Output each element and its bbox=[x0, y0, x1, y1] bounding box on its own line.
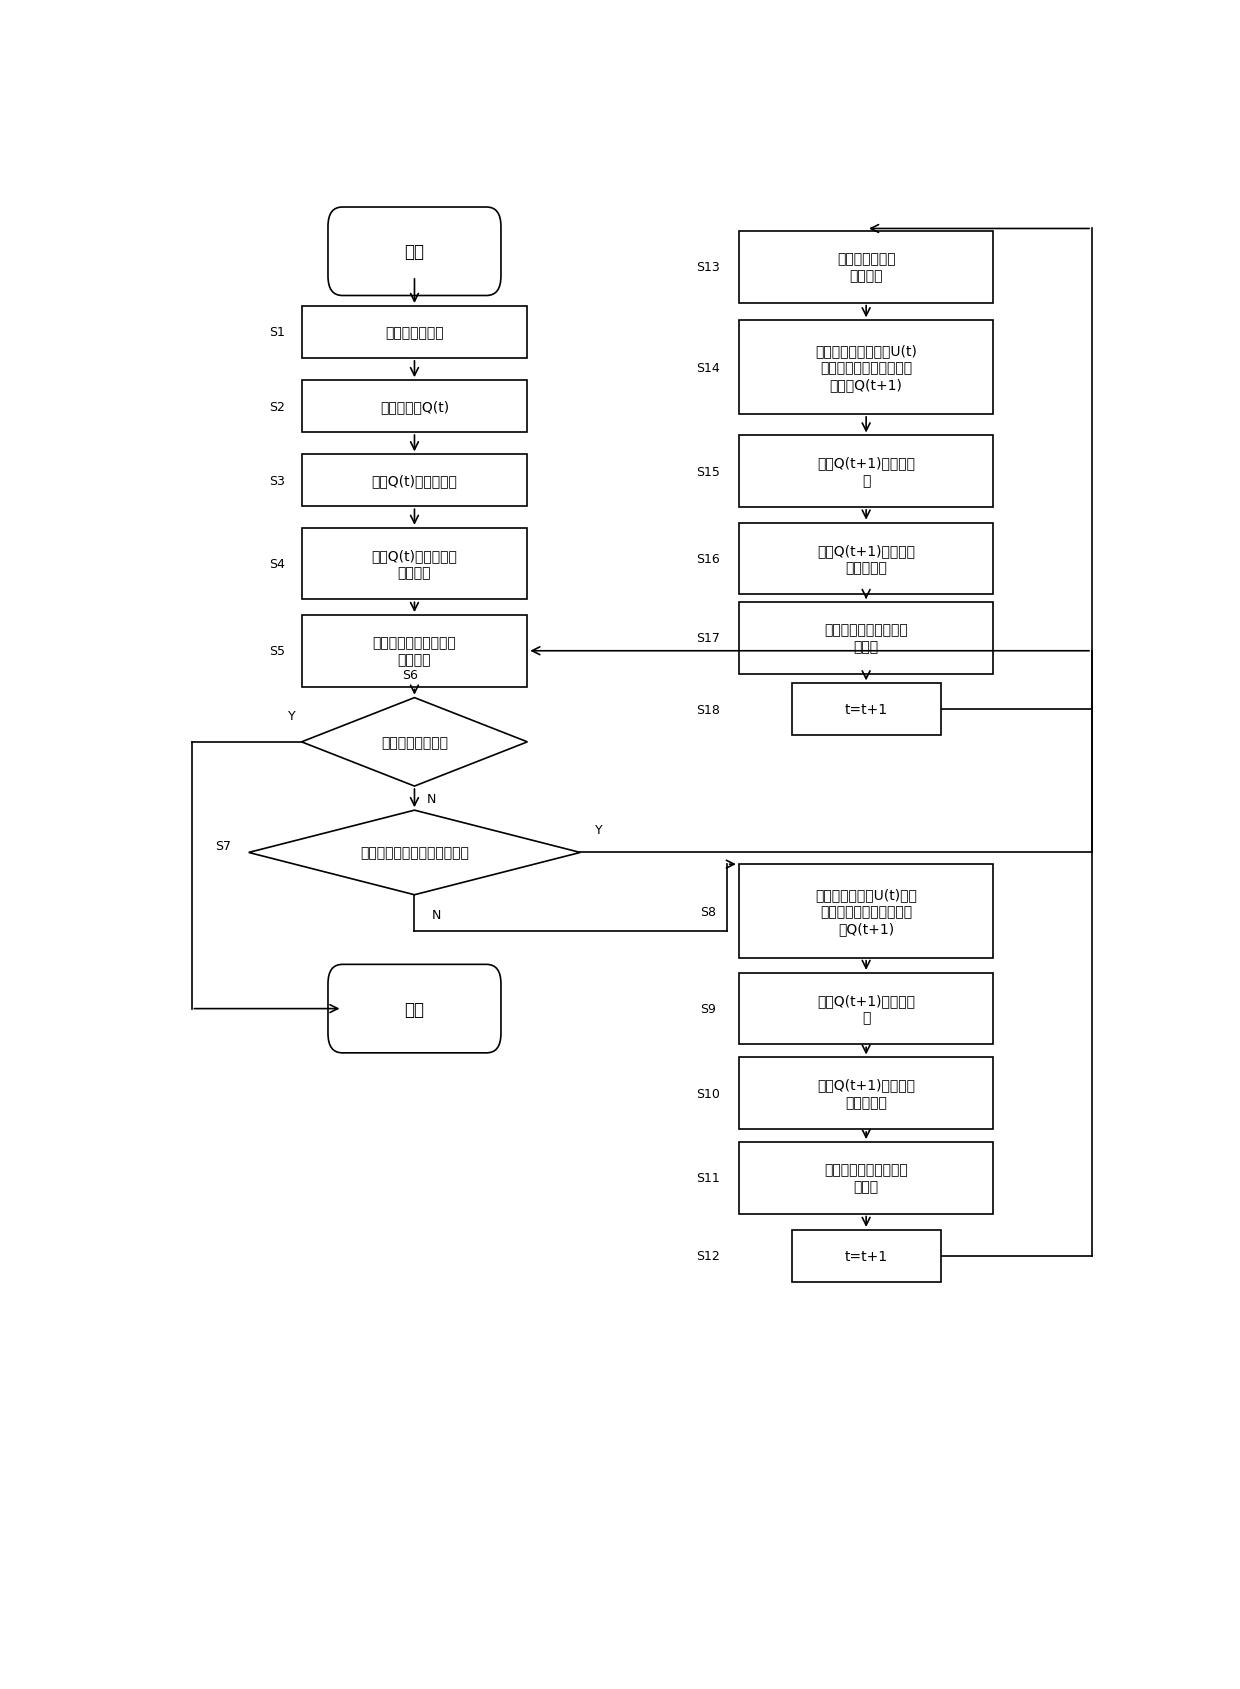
Bar bbox=[739, 1057, 993, 1130]
Text: t=t+1: t=t+1 bbox=[844, 703, 888, 716]
Bar bbox=[739, 321, 993, 415]
Text: 结束: 结束 bbox=[404, 1000, 424, 1018]
Bar bbox=[739, 603, 993, 674]
Text: S6: S6 bbox=[402, 669, 418, 681]
Polygon shape bbox=[301, 698, 527, 787]
Bar bbox=[301, 529, 527, 600]
Text: 开始: 开始 bbox=[404, 243, 424, 262]
FancyBboxPatch shape bbox=[327, 208, 501, 296]
Text: Y: Y bbox=[595, 823, 603, 836]
Text: 评价Q(t+1)的各个个
体的适应度: 评价Q(t+1)的各个个 体的适应度 bbox=[817, 544, 915, 574]
Text: 是否满足终止条件: 是否满足终止条件 bbox=[381, 735, 448, 750]
Text: N: N bbox=[432, 909, 441, 921]
Text: S2: S2 bbox=[269, 400, 285, 414]
Text: 利用量子旋转门U(t)对个
体实施调整，得到新的种
群Q(t+1): 利用量子旋转门U(t)对个 体实施调整，得到新的种 群Q(t+1) bbox=[815, 887, 918, 936]
Bar bbox=[301, 615, 527, 687]
Text: S17: S17 bbox=[696, 632, 720, 645]
Text: 评价Q(t)的各个个体
的适应度: 评价Q(t)的各个个体 的适应度 bbox=[372, 549, 458, 579]
Bar bbox=[739, 973, 993, 1045]
Text: 记录最优个体和对应的
适应度: 记录最优个体和对应的 适应度 bbox=[825, 623, 908, 654]
Bar bbox=[301, 380, 527, 432]
Text: 利用新的量子旋转门U(t)
对个体实施调整，得到新
的种群Q(t+1): 利用新的量子旋转门U(t) 对个体实施调整，得到新 的种群Q(t+1) bbox=[815, 343, 918, 392]
Text: S1: S1 bbox=[269, 326, 285, 339]
Text: 计算新的量子门
旋转角度: 计算新的量子门 旋转角度 bbox=[837, 252, 895, 284]
Text: S3: S3 bbox=[269, 475, 285, 488]
Bar bbox=[739, 436, 993, 508]
Text: 测试Q(t+1)的各个个
体: 测试Q(t+1)的各个个 体 bbox=[817, 993, 915, 1025]
Bar bbox=[791, 1230, 941, 1282]
Text: S10: S10 bbox=[696, 1088, 720, 1100]
Text: S16: S16 bbox=[696, 552, 720, 566]
Text: S18: S18 bbox=[696, 703, 720, 716]
FancyBboxPatch shape bbox=[327, 964, 501, 1054]
Text: S15: S15 bbox=[696, 466, 720, 478]
Bar bbox=[739, 865, 993, 958]
Text: Y: Y bbox=[288, 709, 296, 723]
Text: S12: S12 bbox=[696, 1250, 720, 1263]
Text: S5: S5 bbox=[269, 645, 285, 657]
Text: t=t+1: t=t+1 bbox=[844, 1250, 888, 1263]
Polygon shape bbox=[249, 811, 580, 895]
Text: 评价Q(t+1)的各个个
体的适应度: 评价Q(t+1)的各个个 体的适应度 bbox=[817, 1078, 915, 1110]
Bar bbox=[739, 524, 993, 595]
Text: 以最优个体作为下一代
进化目标: 以最优个体作为下一代 进化目标 bbox=[372, 635, 456, 667]
Text: 是否采用新的量子门旋转角度: 是否采用新的量子门旋转角度 bbox=[360, 846, 469, 860]
Text: S4: S4 bbox=[269, 557, 285, 571]
Text: 测试Q(t+1)的各个个
体: 测试Q(t+1)的各个个 体 bbox=[817, 456, 915, 488]
Text: 记录最优个体和对应的
适应度: 记录最优个体和对应的 适应度 bbox=[825, 1162, 908, 1194]
Bar bbox=[301, 307, 527, 358]
Text: S14: S14 bbox=[696, 361, 720, 375]
Bar bbox=[791, 684, 941, 736]
Text: S8: S8 bbox=[701, 905, 715, 917]
Text: 输入变量及参数: 输入变量及参数 bbox=[386, 326, 444, 339]
Text: S11: S11 bbox=[696, 1172, 720, 1184]
Text: 测试Q(t)的各个个体: 测试Q(t)的各个个体 bbox=[372, 475, 458, 488]
Text: S7: S7 bbox=[215, 839, 231, 853]
Bar bbox=[301, 454, 527, 507]
Text: 初始化种群Q(t): 初始化种群Q(t) bbox=[379, 400, 449, 414]
Bar bbox=[739, 1142, 993, 1214]
Text: N: N bbox=[427, 792, 436, 806]
Text: S9: S9 bbox=[701, 1003, 715, 1015]
Text: S13: S13 bbox=[696, 262, 720, 274]
Bar bbox=[739, 231, 993, 304]
